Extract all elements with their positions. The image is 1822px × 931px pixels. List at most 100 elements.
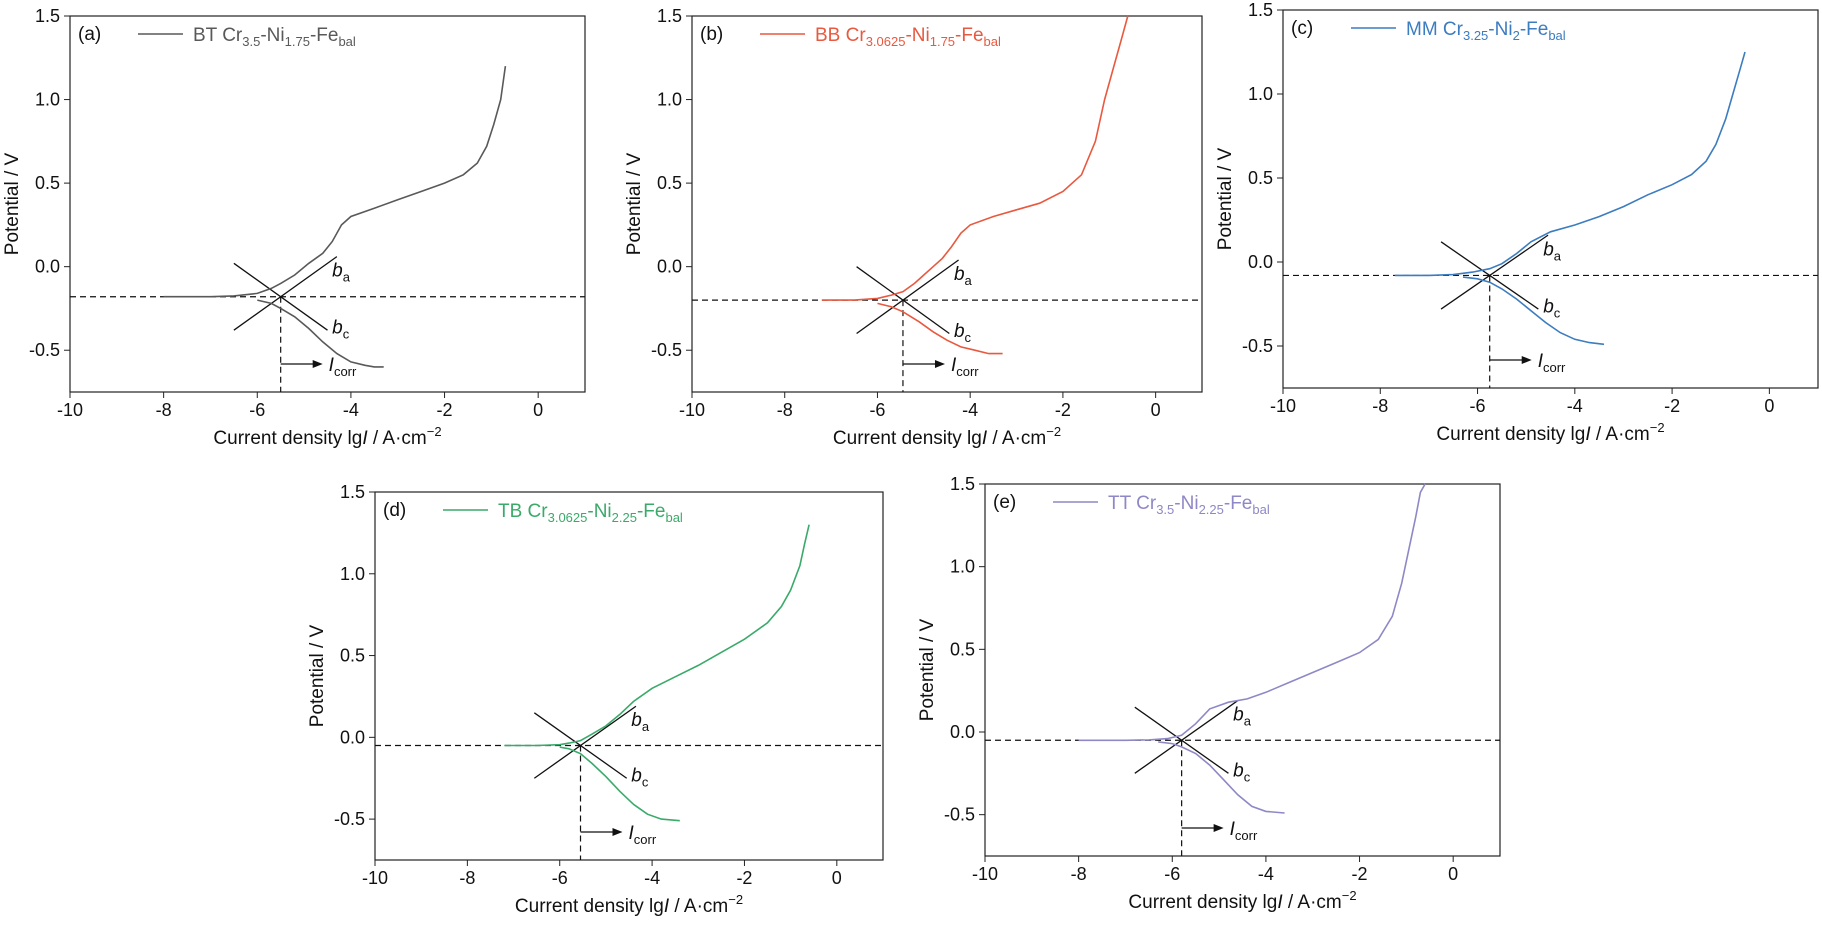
x-tick-label: -2 xyxy=(1352,864,1368,884)
panel-label: (c) xyxy=(1291,18,1313,39)
x-tick-label: -2 xyxy=(1055,400,1071,420)
x-tick-label: 0 xyxy=(1448,864,1458,884)
plot-frame xyxy=(984,483,1501,857)
x-tick-label: -10 xyxy=(679,400,705,420)
icorr-label: Icorr xyxy=(629,823,657,847)
x-tick-label: -4 xyxy=(644,868,660,888)
chart-panel-3: -10 -8 -6 -4 -2 0 -0.5 0.0 0.5 1.0 1.5 Current dens… xyxy=(1215,0,1819,445)
cathodic-tafel-line xyxy=(233,262,328,331)
x-tick-label: -10 xyxy=(57,400,83,420)
bc-label: bc xyxy=(1233,761,1251,785)
icorr-label: Icorr xyxy=(951,355,979,379)
y-tick-label: 1.5 xyxy=(1248,0,1273,20)
ba-label: ba xyxy=(332,261,351,285)
cathodic-tafel-line xyxy=(1440,241,1539,310)
cathodic-curve xyxy=(1462,276,1605,346)
x-tick-label: -8 xyxy=(459,868,475,888)
y-tick-label: -0.5 xyxy=(1242,336,1273,356)
y-tick-label: 1.0 xyxy=(35,90,60,110)
y-tick-label: -0.5 xyxy=(944,805,975,825)
cathodic-curve xyxy=(877,302,1003,355)
x-tick-label: -2 xyxy=(1664,396,1680,416)
x-tick-label: -2 xyxy=(736,868,752,888)
icorr-arrow-head xyxy=(1521,356,1532,364)
cathodic-tafel-line xyxy=(856,266,950,335)
x-axis-label: Current density lgI / A·cm−2 xyxy=(1128,888,1356,913)
x-tick-label: -6 xyxy=(1164,864,1180,884)
ba-label: ba xyxy=(631,710,650,734)
cathodic-curve xyxy=(559,746,680,822)
x-tick-label: -6 xyxy=(869,400,885,420)
x-axis-label: Current density lgI / A·cm−2 xyxy=(213,424,441,449)
x-tick-label: -8 xyxy=(1071,864,1087,884)
y-tick-label: 1.5 xyxy=(657,6,682,26)
anodic-curve xyxy=(1394,51,1746,277)
ba-label: ba xyxy=(954,264,973,288)
x-tick-label: -10 xyxy=(1270,396,1296,416)
chart-panel-1: -10 -8 -6 -4 -2 0 -0.5 0.0 0.5 1.0 1.5 Current dens… xyxy=(2,6,586,449)
bc-label: bc xyxy=(332,318,350,342)
y-tick-label: 1.5 xyxy=(340,482,365,502)
chart-panel-4: -10 -8 -6 -4 -2 0 -0.5 0.0 0.5 1.0 1.5 Current dens… xyxy=(307,482,884,917)
x-tick-label: -6 xyxy=(249,400,265,420)
legend-label: BB Cr3.0625-Ni1.75-Febal xyxy=(815,25,1001,49)
y-tick-label: 0.0 xyxy=(657,257,682,277)
y-tick-label: -0.5 xyxy=(334,809,365,829)
legend-label: MM Cr3.25-Ni2-Febal xyxy=(1406,19,1566,43)
anodic-curve xyxy=(504,524,810,747)
anodic-tafel-line xyxy=(533,705,637,779)
x-tick-label: -8 xyxy=(156,400,172,420)
plot-frame xyxy=(374,491,884,861)
x-tick-label: -8 xyxy=(1372,396,1388,416)
cathodic-tafel-line xyxy=(533,712,628,779)
chart-panel-5: -10 -8 -6 -4 -2 0 -0.5 0.0 0.5 1.0 1.5 Current dens… xyxy=(917,474,1501,913)
y-tick-label: 0.0 xyxy=(35,257,60,277)
bc-label: bc xyxy=(954,321,972,345)
icorr-label: Icorr xyxy=(1538,351,1566,375)
y-tick-label: 0.0 xyxy=(950,722,975,742)
icorr-arrow-head xyxy=(612,828,623,836)
panel-label: (e) xyxy=(993,492,1016,513)
legend-label: BT Cr3.5-Ni1.75-Febal xyxy=(193,25,356,49)
bc-label: bc xyxy=(1543,296,1561,320)
anodic-tafel-line xyxy=(1440,234,1549,310)
x-axis-label: Current density lgI / A·cm−2 xyxy=(833,424,1061,449)
y-tick-label: 0.0 xyxy=(340,727,365,747)
cathodic-tafel-line xyxy=(1134,706,1229,774)
y-tick-label: 1.0 xyxy=(950,557,975,577)
x-tick-label: -4 xyxy=(343,400,359,420)
x-tick-label: 0 xyxy=(832,868,842,888)
y-tick-label: 1.0 xyxy=(1248,84,1273,104)
x-tick-label: 0 xyxy=(1764,396,1774,416)
y-tick-label: -0.5 xyxy=(29,340,60,360)
y-axis-label: Potential / V xyxy=(1215,147,1236,250)
chart-panel-2: -10 -8 -6 -4 -2 0 -0.5 0.0 0.5 1.0 1.5 Current dens… xyxy=(624,6,1203,449)
x-tick-label: -4 xyxy=(1567,396,1583,416)
y-tick-label: 1.0 xyxy=(657,90,682,110)
bc-label: bc xyxy=(631,765,649,789)
anodic-tafel-line xyxy=(856,259,959,335)
plot-frame xyxy=(1282,9,1819,389)
y-tick-label: 0.5 xyxy=(950,639,975,659)
y-tick-label: 1.5 xyxy=(950,474,975,494)
x-tick-label: -6 xyxy=(1470,396,1486,416)
plot-frame xyxy=(69,15,586,393)
x-tick-label: 0 xyxy=(1151,400,1161,420)
y-tick-label: 0.5 xyxy=(657,173,682,193)
anodic-curve xyxy=(1078,483,1426,742)
panel-label: (d) xyxy=(383,500,406,521)
legend-label: TT Cr3.5-Ni2.25-Febal xyxy=(1108,493,1270,517)
anodic-curve xyxy=(821,15,1129,301)
ba-label: ba xyxy=(1543,239,1562,263)
x-tick-label: -10 xyxy=(972,864,998,884)
anodic-tafel-line xyxy=(233,256,338,331)
y-tick-label: 0.5 xyxy=(35,173,60,193)
icorr-label: Icorr xyxy=(1230,819,1258,843)
x-axis-label: Current density lgI / A·cm−2 xyxy=(515,892,743,917)
cathodic-curve xyxy=(257,299,384,368)
y-tick-label: 1.5 xyxy=(35,6,60,26)
y-tick-label: 0.5 xyxy=(340,646,365,666)
legend-label: TB Cr3.0625-Ni2.25-Febal xyxy=(498,501,683,525)
panel-label: (b) xyxy=(700,24,723,45)
